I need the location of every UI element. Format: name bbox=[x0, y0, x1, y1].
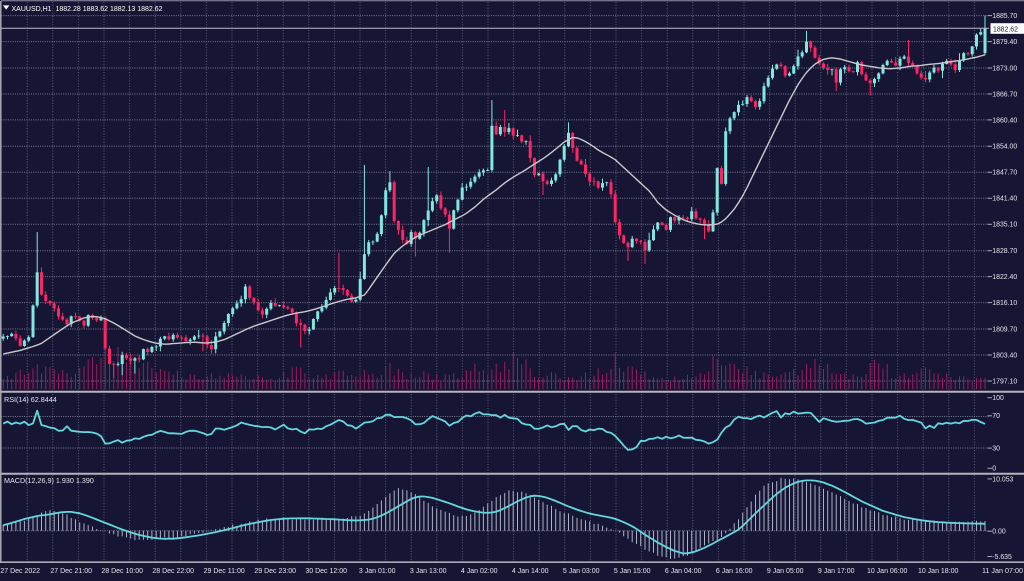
svg-text:1828.70: 1828.70 bbox=[992, 248, 1017, 255]
svg-text:XAUUSD,H1 1882.28 1883.62 188: XAUUSD,H1 1882.28 1883.62 1882.13 1882.6… bbox=[12, 6, 163, 13]
svg-text:1860.40: 1860.40 bbox=[992, 117, 1017, 124]
svg-text:27 Dec 21:00: 27 Dec 21:00 bbox=[50, 568, 92, 575]
svg-text:9 Jan 05:00: 9 Jan 05:00 bbox=[767, 568, 804, 575]
svg-text:0.00: 0.00 bbox=[992, 529, 1006, 536]
svg-text:1854.00: 1854.00 bbox=[992, 144, 1017, 151]
svg-text:29 Dec 11:00: 29 Dec 11:00 bbox=[204, 568, 245, 575]
svg-text:28 Dec 10:00: 28 Dec 10:00 bbox=[101, 568, 143, 575]
svg-text:27 Dec 2022: 27 Dec 2022 bbox=[0, 568, 40, 575]
svg-text:1803.40: 1803.40 bbox=[992, 352, 1017, 359]
svg-text:100: 100 bbox=[992, 395, 1004, 402]
svg-text:-5.635: -5.635 bbox=[992, 554, 1012, 561]
svg-text:11 Jan 07:00: 11 Jan 07:00 bbox=[982, 566, 1023, 575]
svg-text:3 Jan 13:00: 3 Jan 13:00 bbox=[410, 568, 447, 575]
svg-text:5 Jan 03:00: 5 Jan 03:00 bbox=[563, 568, 600, 575]
svg-text:4 Jan 14:00: 4 Jan 14:00 bbox=[512, 568, 549, 575]
svg-text:1866.70: 1866.70 bbox=[992, 91, 1017, 98]
svg-text:10 Jan 06:00: 10 Jan 06:00 bbox=[867, 568, 908, 575]
svg-text:10 Jan 18:00: 10 Jan 18:00 bbox=[918, 568, 959, 575]
svg-text:1841.40: 1841.40 bbox=[992, 196, 1017, 203]
svg-text:30: 30 bbox=[992, 446, 1000, 453]
svg-text:1873.00: 1873.00 bbox=[992, 65, 1017, 72]
svg-text:RSI(14) 62.8444: RSI(14) 62.8444 bbox=[4, 395, 57, 404]
svg-text:MACD(12,26,9) 1.930 1.390: MACD(12,26,9) 1.930 1.390 bbox=[4, 476, 94, 485]
svg-text:0: 0 bbox=[992, 466, 996, 473]
svg-text:6 Jan 04:00: 6 Jan 04:00 bbox=[665, 568, 702, 575]
svg-text:1885.70: 1885.70 bbox=[992, 13, 1017, 20]
svg-text:1835.10: 1835.10 bbox=[992, 222, 1017, 229]
svg-text:1809.70: 1809.70 bbox=[992, 326, 1017, 333]
svg-text:1882.62: 1882.62 bbox=[993, 26, 1018, 33]
svg-text:70: 70 bbox=[992, 413, 1000, 420]
svg-text:1822.40: 1822.40 bbox=[992, 274, 1017, 281]
svg-text:1797.10: 1797.10 bbox=[992, 378, 1017, 385]
svg-text:6 Jan 16:00: 6 Jan 16:00 bbox=[716, 568, 753, 575]
svg-text:3 Jan 01:00: 3 Jan 01:00 bbox=[359, 568, 396, 575]
svg-text:5 Jan 15:00: 5 Jan 15:00 bbox=[614, 568, 651, 575]
svg-text:1847.70: 1847.70 bbox=[992, 170, 1017, 177]
svg-text:10.053: 10.053 bbox=[992, 476, 1013, 483]
svg-text:30 Dec 12:00: 30 Dec 12:00 bbox=[305, 568, 347, 575]
svg-text:1816.10: 1816.10 bbox=[992, 300, 1017, 307]
svg-text:1879.40: 1879.40 bbox=[992, 39, 1017, 46]
svg-text:4 Jan 02:00: 4 Jan 02:00 bbox=[461, 568, 498, 575]
svg-text:9 Jan 17:00: 9 Jan 17:00 bbox=[818, 568, 855, 575]
svg-text:28 Dec 22:00: 28 Dec 22:00 bbox=[152, 568, 194, 575]
svg-text:29 Dec 23:00: 29 Dec 23:00 bbox=[254, 568, 296, 575]
